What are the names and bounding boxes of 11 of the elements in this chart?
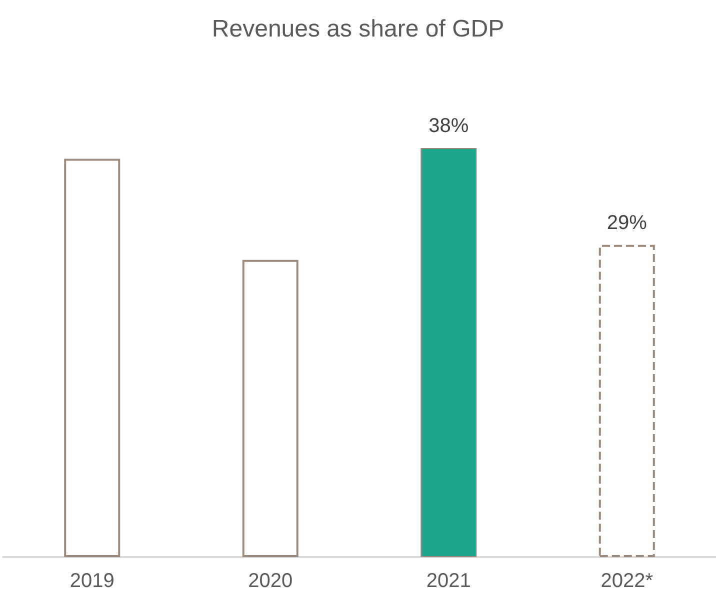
x-tick-label: 2022* bbox=[600, 570, 654, 592]
bar bbox=[598, 244, 655, 557]
x-tick-label: 2021 bbox=[426, 570, 471, 592]
bar bbox=[64, 158, 120, 557]
data-label: 29% bbox=[606, 212, 648, 234]
x-tick-label: 2020 bbox=[248, 570, 293, 592]
bar bbox=[420, 148, 477, 557]
chart-title: Revenues as share of GDP bbox=[212, 16, 504, 42]
x-tick-label: 2019 bbox=[70, 570, 114, 592]
bar bbox=[242, 260, 298, 557]
data-label: 38% bbox=[428, 115, 469, 137]
